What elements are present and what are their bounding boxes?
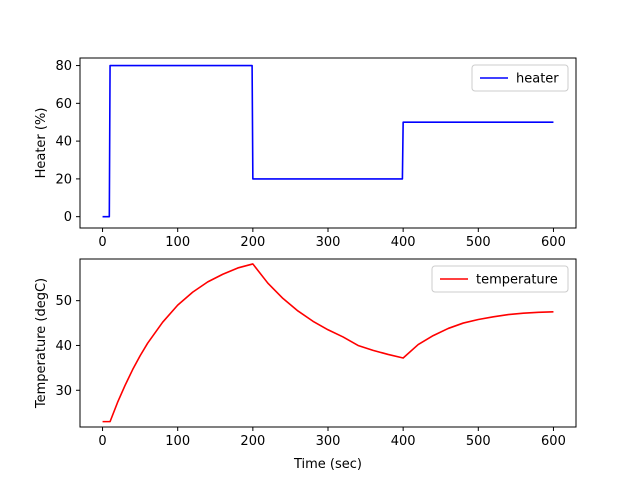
x-tick-label: 0 bbox=[98, 235, 106, 250]
legend: heater bbox=[471, 64, 569, 92]
y-tick-label: 60 bbox=[55, 97, 72, 112]
x-axis-label: Time (sec) bbox=[293, 457, 362, 472]
x-tick-label: 500 bbox=[466, 434, 491, 449]
y-tick-label: 30 bbox=[55, 384, 72, 399]
x-tick-label: 100 bbox=[165, 434, 190, 449]
x-tick-label: 400 bbox=[391, 434, 416, 449]
x-tick-label: 200 bbox=[240, 434, 265, 449]
y-tick-label: 50 bbox=[55, 294, 72, 309]
legend: temperature bbox=[431, 265, 569, 293]
series-line-heater bbox=[102, 64, 554, 218]
temperature-subplot: 0 100 200 300 400 500 600 30 40 50 Temperature (de… bbox=[34, 258, 577, 472]
legend-entry-heater: heater bbox=[516, 72, 559, 87]
legend-frame bbox=[471, 64, 569, 92]
legend-frame bbox=[431, 265, 569, 293]
legend-entry-temperature: temperature bbox=[476, 273, 558, 288]
x-tick-label: 200 bbox=[240, 235, 265, 250]
y-tick-label: 0 bbox=[64, 210, 72, 225]
y-tick-label: 20 bbox=[55, 172, 72, 187]
x-tick-label: 300 bbox=[316, 235, 341, 250]
heater-subplot: 0 100 200 300 400 500 600 0 20 40 60 80 Heater (%) he… bbox=[34, 57, 577, 250]
x-tick-label: 300 bbox=[316, 434, 341, 449]
x-tick-label: 600 bbox=[541, 235, 566, 250]
x-tick-label: 600 bbox=[541, 434, 566, 449]
y-tick-label: 80 bbox=[55, 59, 72, 74]
x-tick-label: 500 bbox=[466, 235, 491, 250]
x-tick-label: 400 bbox=[391, 235, 416, 250]
y-axis-label: Heater (%) bbox=[34, 108, 49, 179]
series-line-temperature bbox=[102, 263, 554, 423]
x-tick-label: 0 bbox=[98, 434, 106, 449]
y-tick-label: 40 bbox=[55, 135, 72, 150]
y-axis-label: Temperature (degC) bbox=[34, 278, 49, 409]
y-tick-label: 40 bbox=[55, 339, 72, 354]
x-tick-label: 100 bbox=[165, 235, 190, 250]
